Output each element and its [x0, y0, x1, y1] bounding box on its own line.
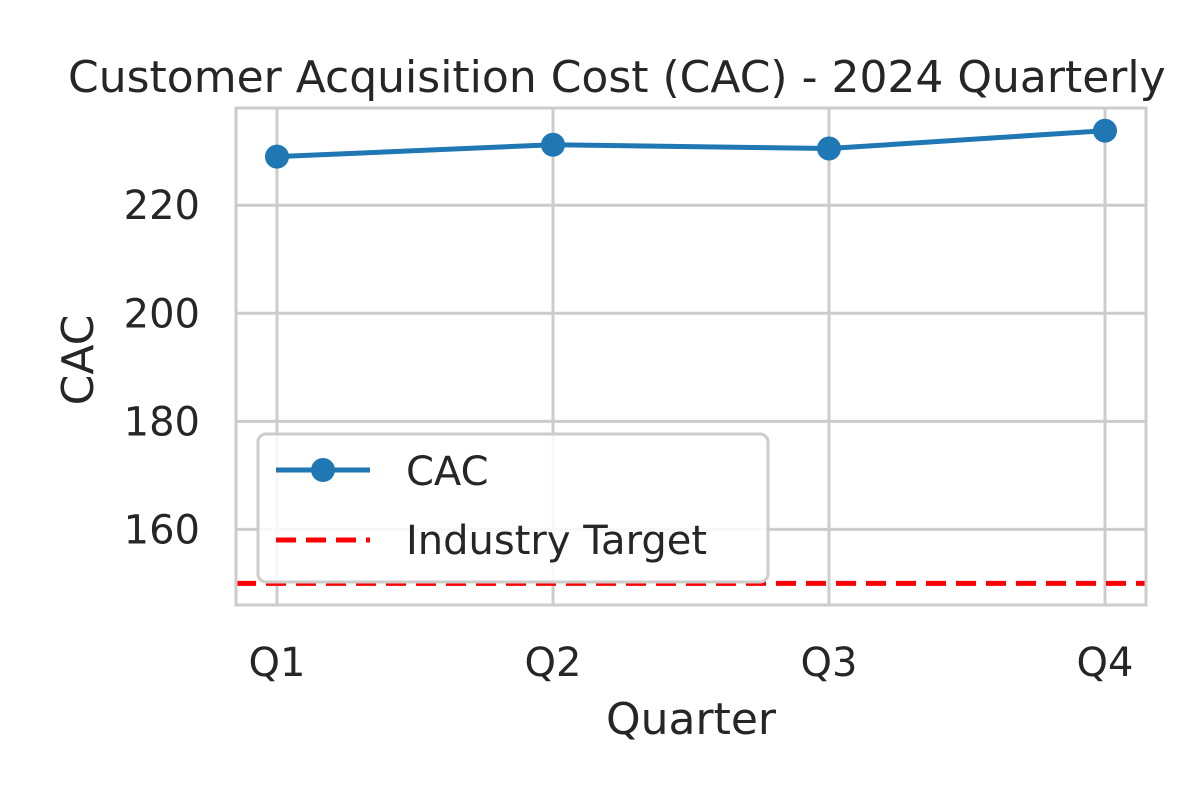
y-tick-label: 220 [124, 183, 200, 229]
legend-cac-label: CAC [406, 449, 489, 495]
x-tick-label: Q2 [525, 640, 582, 686]
y-axis-label: CAC [53, 315, 104, 406]
x-tick-label: Q1 [249, 640, 306, 686]
legend: CAC Industry Target [256, 432, 770, 584]
plot-frame [234, 106, 1148, 607]
legend-box [256, 432, 770, 584]
x-axis-label: Quarter [606, 694, 777, 745]
grid-lines [236, 108, 1146, 605]
x-tick-label: Q4 [1077, 640, 1134, 686]
cac-data-point [541, 132, 565, 157]
cac-data-point [817, 136, 841, 161]
x-tick-label: Q3 [801, 640, 858, 686]
cac-data-point [265, 144, 289, 169]
cac-series-line [276, 128, 1106, 160]
y-tick-label: 200 [124, 291, 200, 337]
chart-title: Customer Acquisition Cost (CAC) - 2024 Q… [68, 52, 1166, 103]
cac-data-point [1093, 118, 1117, 143]
tick-labels: Q1 Q2 Q3 Q4 160 180 200 220 [124, 183, 1134, 686]
y-tick-label: 160 [124, 507, 200, 553]
legend-target-label: Industry Target [406, 518, 707, 564]
legend-cac-marker [311, 458, 335, 482]
y-tick-label: 180 [124, 399, 200, 445]
